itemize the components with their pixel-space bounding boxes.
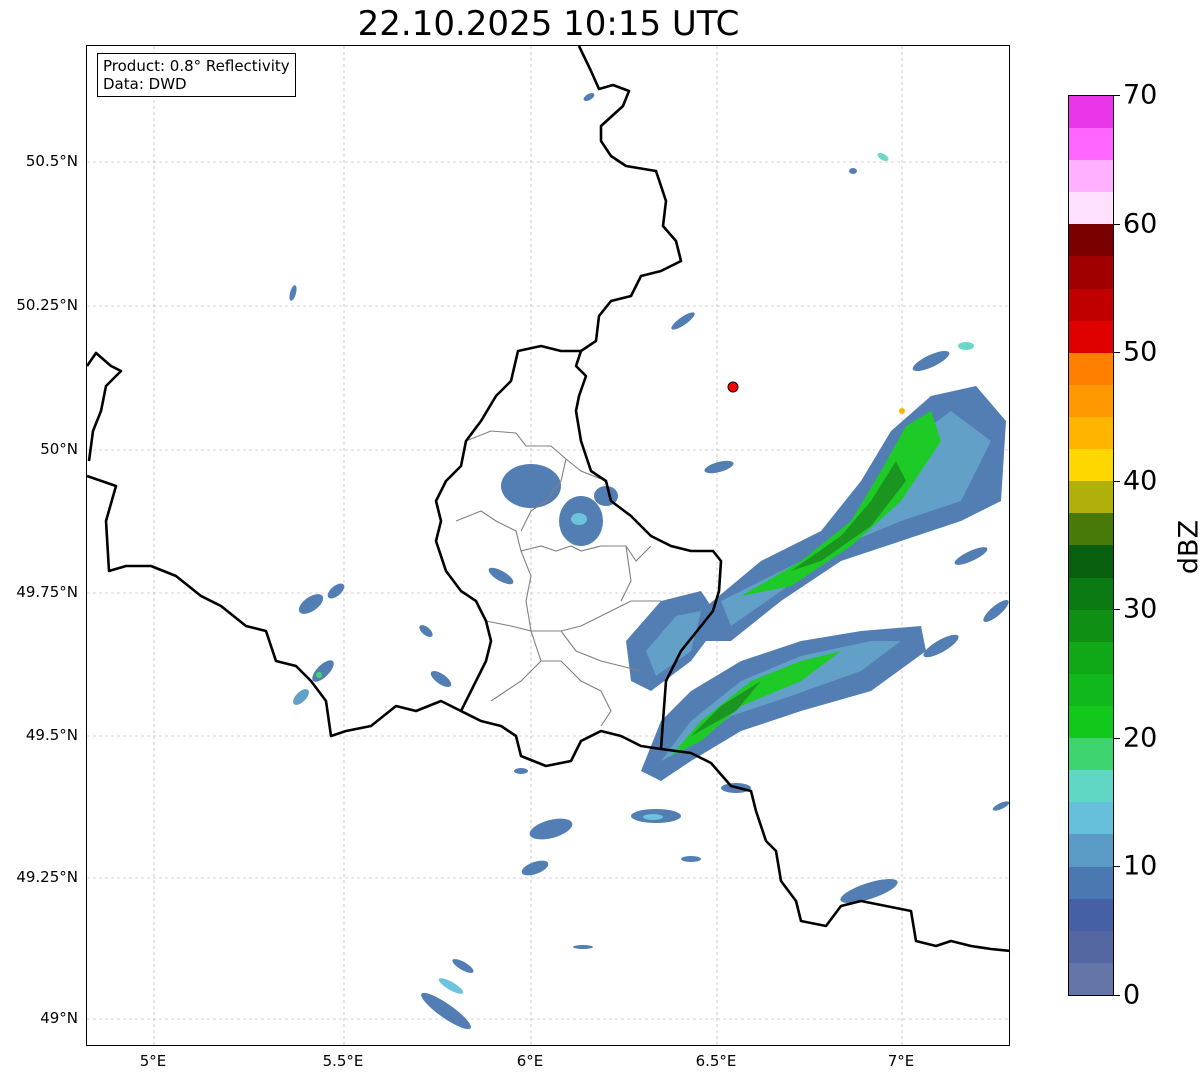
colorbar-tick <box>1114 995 1120 996</box>
colorbar-tick-label: 60 <box>1123 208 1158 240</box>
colorbar-band <box>1069 320 1113 353</box>
colorbar-tick-label: 30 <box>1123 593 1158 625</box>
colorbar-band <box>1069 160 1113 193</box>
colorbar-band <box>1069 834 1113 867</box>
colorbar-band <box>1069 288 1113 321</box>
colorbar-band <box>1069 673 1113 707</box>
colorbar-band <box>1069 577 1113 610</box>
colorbar-band <box>1069 95 1113 129</box>
colorbar-band <box>1069 481 1113 514</box>
lon-label: 6.5°E <box>695 1052 737 1070</box>
district-borders <box>455 430 661 727</box>
colorbar-tick <box>1114 95 1120 96</box>
data-source-label: Data: DWD <box>103 75 187 93</box>
lat-label: 49.5°N <box>25 726 78 744</box>
gridlines <box>87 46 1009 1045</box>
colorbar-band <box>1069 706 1113 739</box>
product-label: Product: 0.8° Reflectivity <box>103 57 290 75</box>
lon-label: 5.5°E <box>322 1052 364 1070</box>
colorbar-tick-label: 20 <box>1123 722 1158 754</box>
country-borders <box>87 46 1009 953</box>
colorbar-band <box>1069 866 1113 899</box>
colorbar-tick <box>1114 737 1120 739</box>
colorbar-tick <box>1114 223 1120 225</box>
colorbar-band <box>1069 930 1113 963</box>
lat-label: 49°N <box>40 1009 78 1027</box>
colorbar-band <box>1069 384 1113 418</box>
colorbar-band <box>1069 352 1113 385</box>
map-title: 22.10.2025 10:15 UTC <box>357 4 740 44</box>
colorbar-band <box>1069 256 1113 289</box>
colorbar-band <box>1069 417 1113 450</box>
colorbar-tick-label: 0 <box>1123 979 1141 1011</box>
colorbar-band <box>1069 962 1113 995</box>
colorbar-tick <box>1114 609 1120 611</box>
info-box: Product: 0.8° Reflectivity Data: DWD <box>97 53 296 97</box>
lon-label: 6°E <box>516 1052 544 1070</box>
colorbar-tick-label: 70 <box>1123 79 1158 111</box>
radar-echoes <box>289 93 1009 1030</box>
colorbar-band <box>1069 641 1113 674</box>
lat-label: 50°N <box>40 440 78 458</box>
colorbar-band <box>1069 898 1113 931</box>
colorbar <box>1068 95 1114 996</box>
colorbar-band <box>1069 609 1113 642</box>
colorbar-tick-label: 10 <box>1123 850 1158 882</box>
colorbar-tick <box>1114 352 1120 354</box>
lat-label: 50.5°N <box>25 152 78 170</box>
colorbar-band <box>1069 802 1113 835</box>
lat-label: 49.75°N <box>16 583 78 601</box>
colorbar-band <box>1069 545 1113 578</box>
colorbar-band <box>1069 513 1113 546</box>
colorbar-tick <box>1114 480 1120 482</box>
lat-label: 50.25°N <box>16 296 78 314</box>
colorbar-band <box>1069 224 1113 257</box>
colorbar-tick-label: 40 <box>1123 465 1158 497</box>
colorbar-band <box>1069 128 1113 161</box>
colorbar-tick-label: 50 <box>1123 336 1158 368</box>
radar-map[interactable] <box>86 45 1010 1046</box>
lon-label: 7°E <box>887 1052 915 1070</box>
map-canvas <box>87 46 1009 1045</box>
colorbar-tick <box>1114 866 1120 868</box>
colorbar-unit: dBZ <box>1173 519 1202 575</box>
radar-site-marker <box>727 381 739 393</box>
colorbar-band <box>1069 192 1113 225</box>
lat-label: 49.25°N <box>16 868 78 886</box>
colorbar-band <box>1069 770 1113 803</box>
colorbar-band <box>1069 449 1113 482</box>
colorbar-band <box>1069 738 1113 771</box>
lon-label: 5°E <box>139 1052 167 1070</box>
